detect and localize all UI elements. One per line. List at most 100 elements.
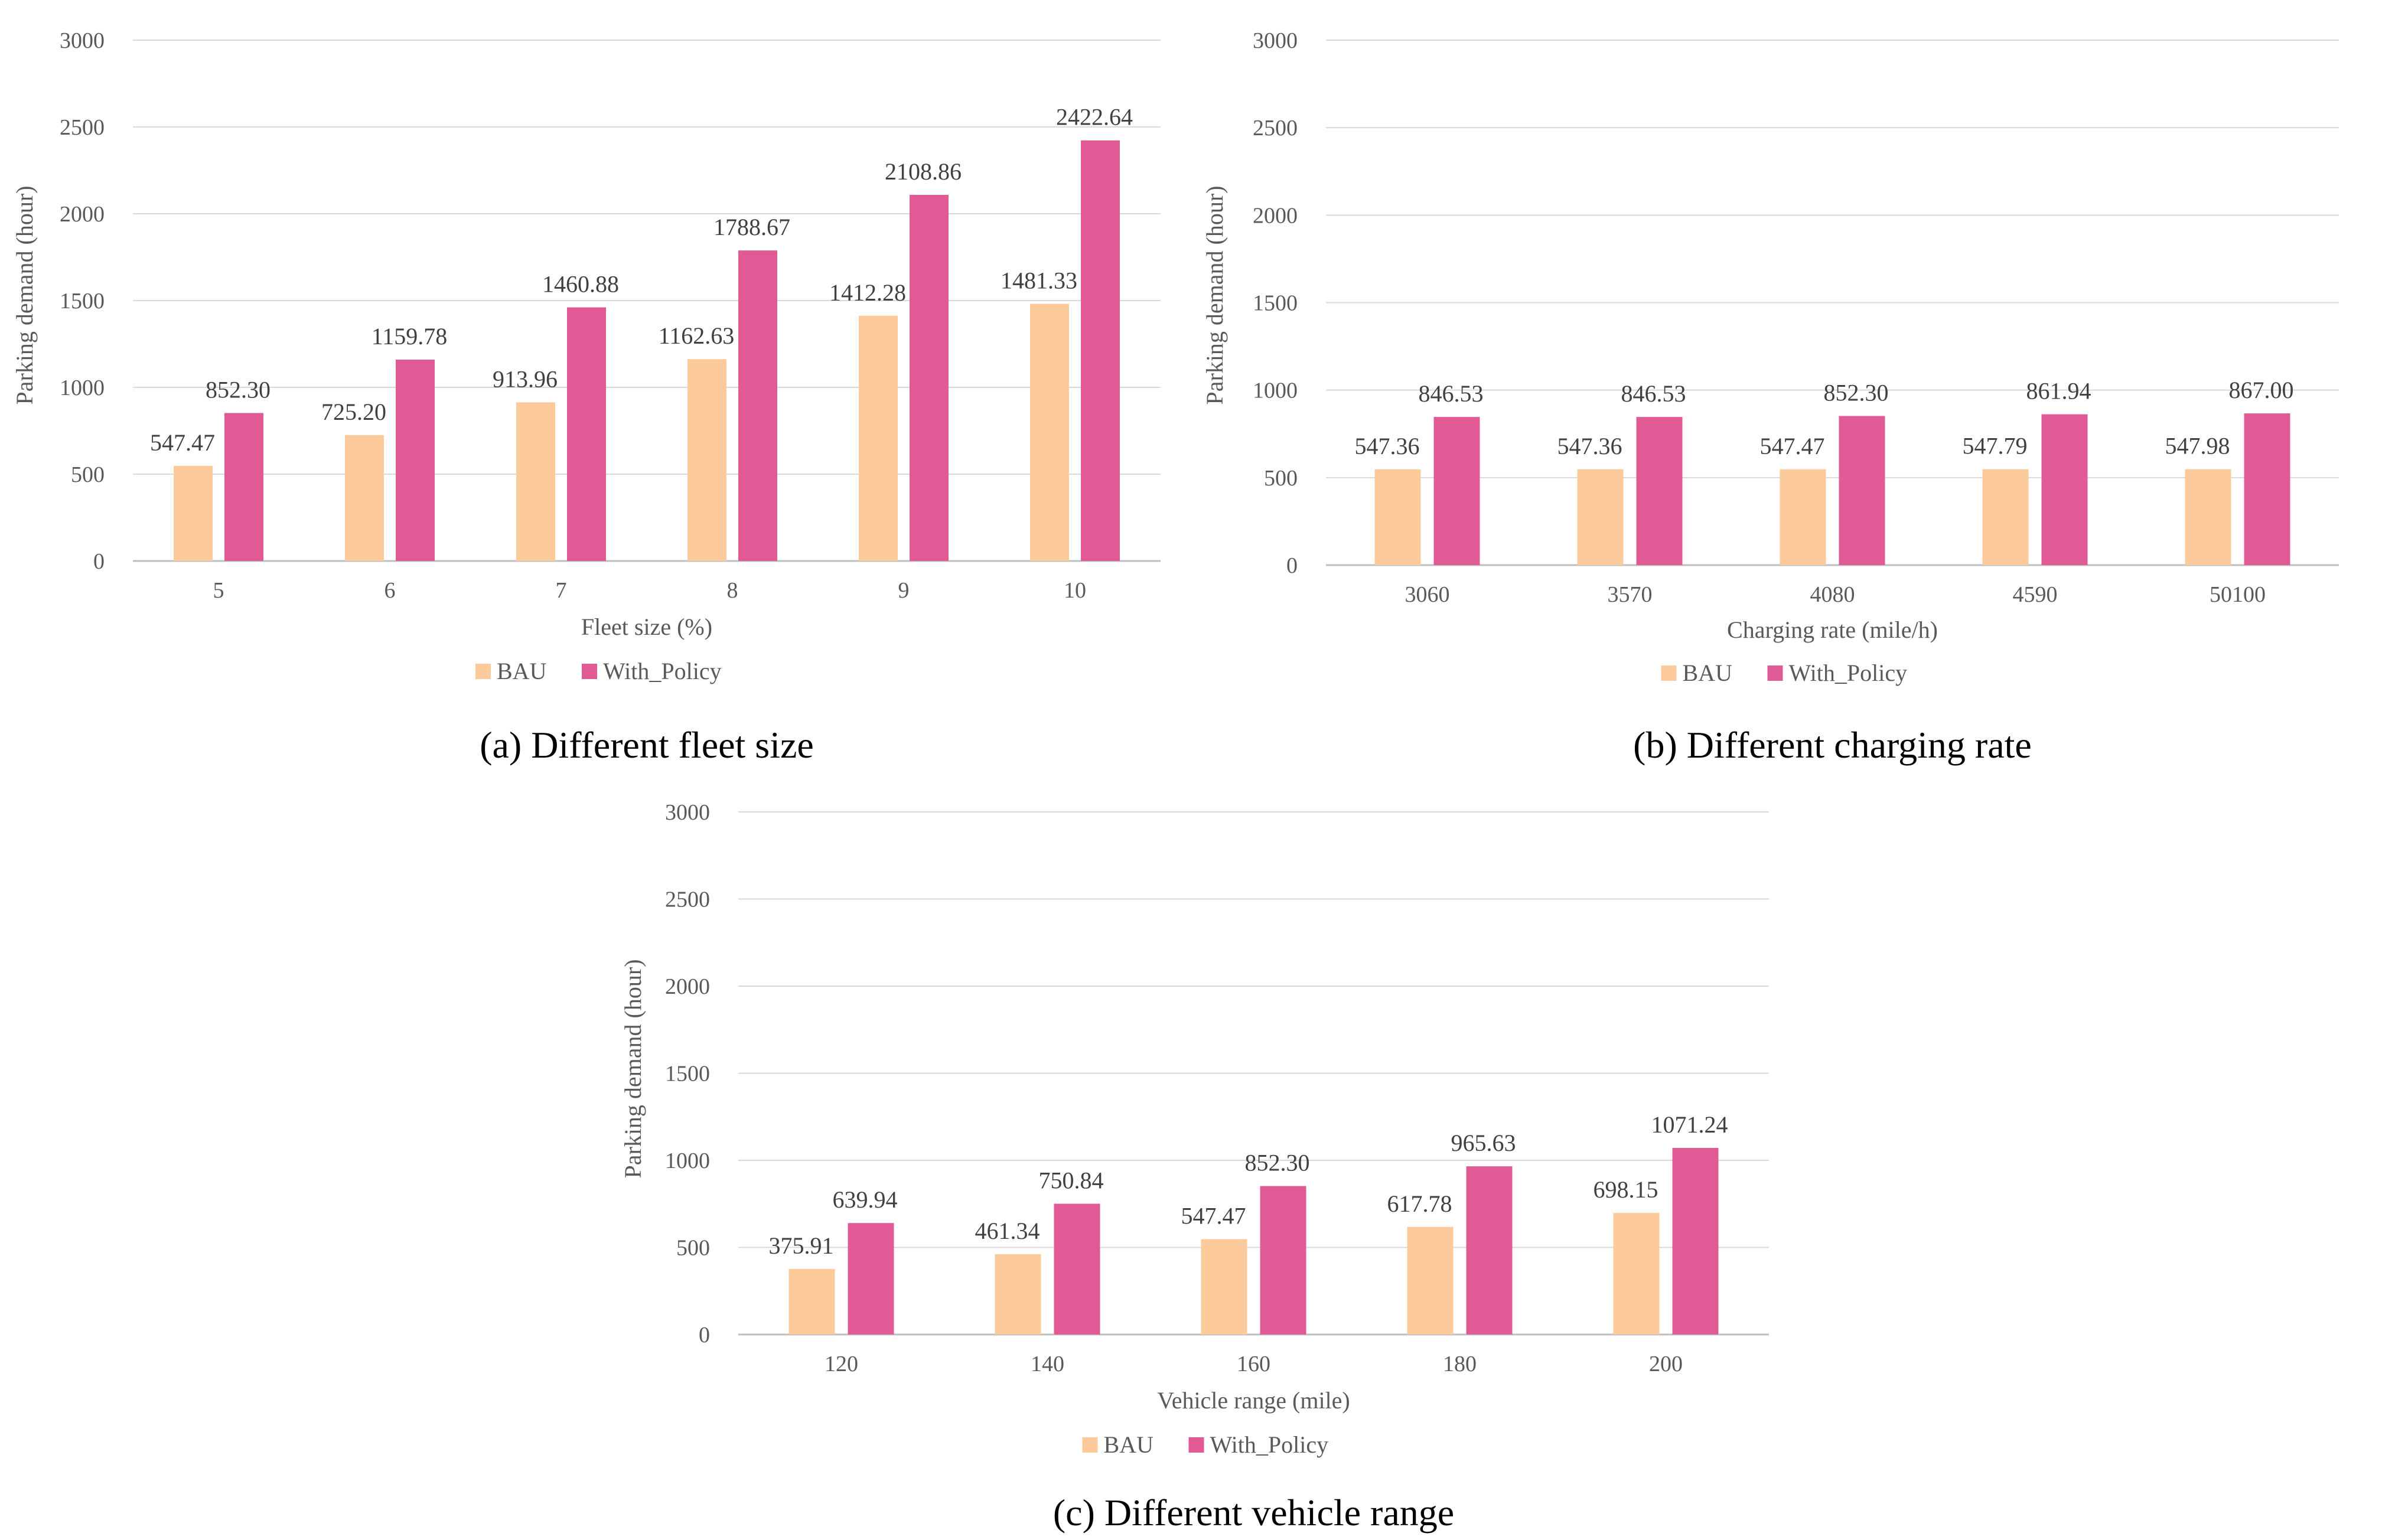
data-label-with-policy: 639.94 [833, 1186, 898, 1213]
chart-vehicle-range: 0 500 1000 1500 2000 2500 3000 Parking demand (… [620, 800, 1769, 1534]
bar-bau [788, 1269, 835, 1335]
data-label-bau: 547.47 [1760, 433, 1825, 459]
bar-bau [1374, 469, 1421, 565]
legend-swatch-bau [1082, 1437, 1098, 1453]
bar-bau [687, 359, 726, 561]
bar-with-policy [1636, 417, 1683, 565]
legend-label-bau: BAU [497, 658, 547, 684]
x-tick-label: 9 [898, 578, 910, 603]
chart-caption: (a) Different fleet size [480, 724, 814, 766]
legend: BAU With_Policy [1661, 660, 1908, 686]
y-tick-label: 3000 [60, 28, 105, 53]
bar-with-policy [1054, 1203, 1100, 1335]
data-label-bau: 698.15 [1594, 1176, 1658, 1203]
legend-label-with-policy: With_Policy [1789, 660, 1908, 686]
legend-swatch-bau [1661, 665, 1677, 681]
bar-bau [1030, 304, 1069, 561]
bar-with-policy [848, 1223, 894, 1335]
bar-with-policy [1839, 416, 1885, 565]
y-tick-label: 0 [699, 1323, 710, 1348]
legend-swatch-with-policy [582, 664, 597, 679]
bar-bau [1201, 1239, 1247, 1335]
data-label-with-policy: 2422.64 [1056, 104, 1133, 130]
y-tick-label: 3000 [665, 800, 710, 825]
chart-charging-rate: 0 500 1000 1500 2000 2500 3000 Parking demand (… [1201, 28, 2339, 766]
bar-bau [1982, 469, 2029, 565]
y-tick-label: 1500 [1253, 291, 1298, 316]
x-tick-label: 4590 [2013, 582, 2058, 607]
x-tick-label: 6 [384, 578, 396, 603]
data-label-bau: 1412.28 [829, 279, 906, 306]
data-label-bau: 547.47 [150, 429, 215, 456]
data-label-bau: 1481.33 [1001, 267, 1077, 293]
legend-swatch-with-policy [1188, 1437, 1204, 1453]
bar-with-policy [396, 360, 435, 561]
chart-caption: (c) Different vehicle range [1053, 1492, 1454, 1534]
bar-with-policy [1260, 1186, 1306, 1335]
y-tick-label: 2000 [1253, 203, 1298, 228]
bar-bau [859, 315, 898, 561]
legend: BAU With_Policy [1082, 1431, 1329, 1458]
data-label-with-policy: 2108.86 [885, 158, 962, 185]
x-axis-label: Fleet size (%) [581, 614, 712, 640]
bar-bau [516, 402, 555, 561]
data-label-bau: 725.20 [321, 399, 386, 425]
data-label-bau: 461.34 [975, 1218, 1040, 1244]
y-tick-label: 2500 [60, 115, 105, 140]
bar-with-policy [1433, 417, 1480, 565]
data-label-bau: 547.36 [1355, 433, 1420, 459]
data-label-with-policy: 867.00 [2229, 377, 2294, 403]
x-tick-label: 10 [1064, 578, 1086, 603]
y-tick-label: 500 [71, 462, 105, 487]
legend-swatch-bau [475, 664, 491, 679]
bar-with-policy [224, 413, 263, 561]
legend-label-with-policy: With_Policy [603, 658, 722, 684]
bar-bau [2185, 469, 2231, 565]
chart-caption: (b) Different charging rate [1633, 724, 2032, 766]
x-tick-label: 160 [1237, 1352, 1270, 1376]
data-label-with-policy: 852.30 [206, 376, 271, 403]
y-tick-label: 2500 [665, 888, 710, 912]
bar-bau [1780, 469, 1826, 565]
x-tick-label: 7 [556, 578, 567, 603]
x-axis-label: Charging rate (mile/h) [1727, 616, 1938, 643]
bar-bau [345, 435, 384, 561]
data-label-bau: 547.98 [2165, 433, 2230, 459]
legend-swatch-with-policy [1767, 665, 1783, 681]
data-label-with-policy: 1071.24 [1651, 1111, 1728, 1138]
bar-bau [995, 1254, 1041, 1335]
bar-with-policy [1081, 140, 1120, 561]
y-tick-label: 2000 [60, 202, 105, 227]
y-tick-label: 2000 [665, 974, 710, 999]
y-tick-label: 500 [676, 1236, 710, 1261]
bar-with-policy [2244, 413, 2290, 565]
x-tick-label: 200 [1649, 1352, 1683, 1376]
data-label-with-policy: 846.53 [1419, 380, 1484, 407]
y-tick-label: 1000 [665, 1149, 710, 1173]
y-axis-label: Parking demand (hour) [11, 185, 38, 404]
y-tick-label: 1500 [60, 289, 105, 314]
x-axis-label: Vehicle range (mile) [1157, 1387, 1350, 1414]
data-label-with-policy: 846.53 [1621, 380, 1686, 407]
y-tick-label: 1000 [60, 376, 105, 400]
x-tick-label: 3060 [1405, 582, 1450, 607]
y-axis-label: Parking demand (hour) [1201, 185, 1228, 404]
y-tick-label: 2500 [1253, 116, 1298, 141]
x-tick-label: 5 [213, 578, 224, 603]
legend-label-with-policy: With_Policy [1210, 1431, 1329, 1458]
data-label-with-policy: 852.30 [1824, 379, 1889, 406]
bar-with-policy [1672, 1147, 1719, 1335]
bar-with-policy [567, 307, 606, 561]
data-label-with-policy: 852.30 [1245, 1150, 1310, 1176]
x-tick-label: 120 [825, 1352, 858, 1376]
bar-bau [1577, 469, 1624, 565]
x-tick-label: 8 [727, 578, 738, 603]
y-axis-label: Parking demand (hour) [620, 959, 646, 1178]
y-tick-label: 0 [1286, 553, 1298, 578]
bar-with-policy [1466, 1166, 1513, 1335]
data-label-bau: 913.96 [493, 366, 558, 392]
data-label-bau: 617.78 [1387, 1190, 1452, 1217]
data-label-with-policy: 1159.78 [372, 323, 448, 350]
y-tick-label: 1500 [665, 1062, 710, 1087]
